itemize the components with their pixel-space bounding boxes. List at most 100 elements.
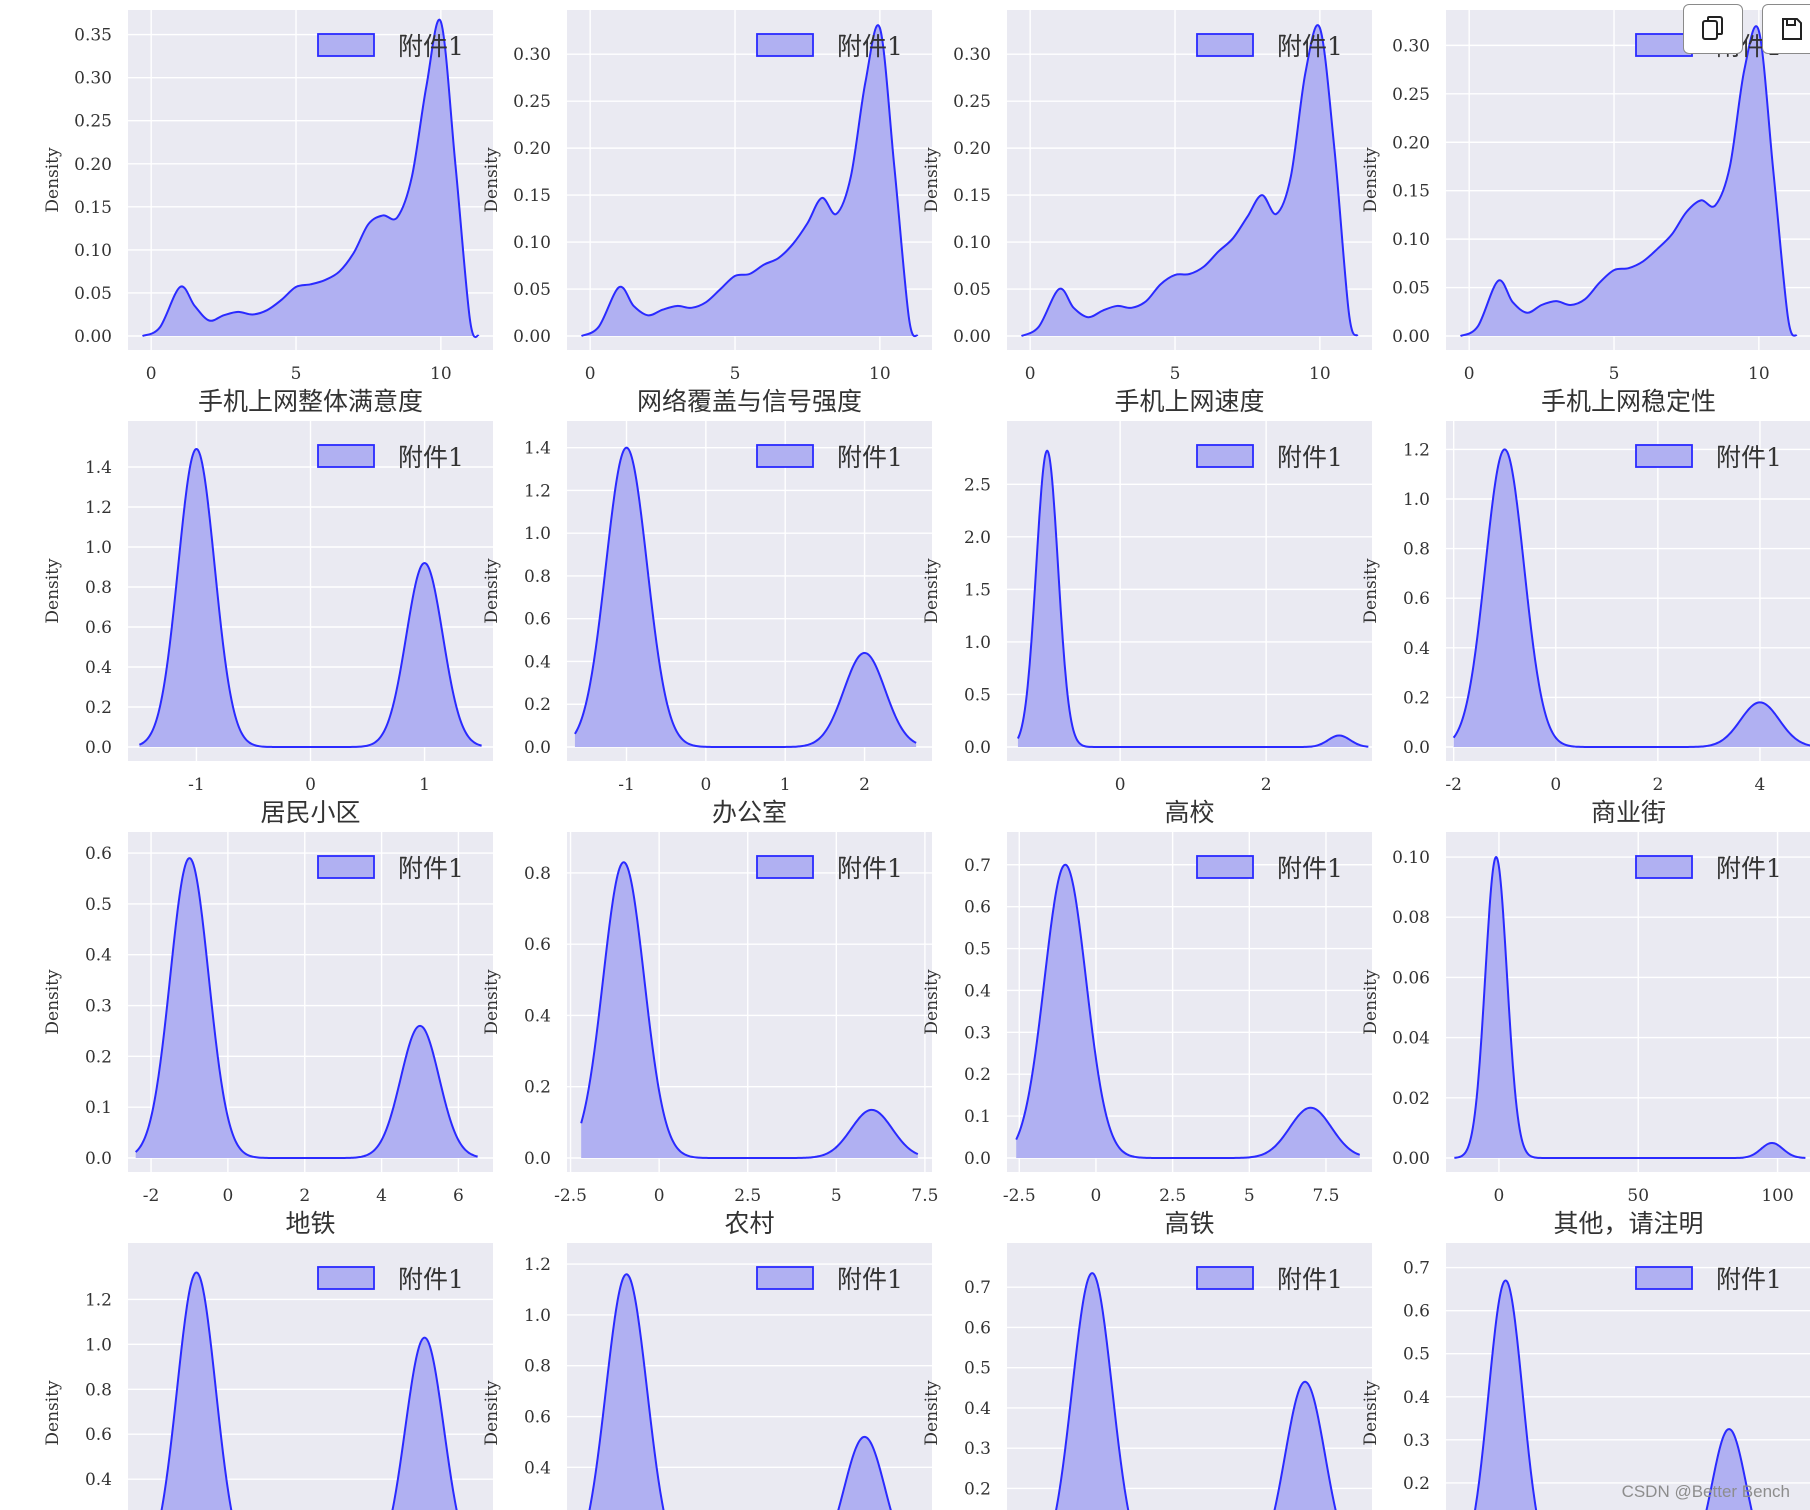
y-tick-label: 0.4 (85, 946, 112, 966)
x-axis-label: 手机上网稳定性 (1541, 387, 1716, 416)
x-tick-label: 0 (1550, 775, 1561, 795)
y-tick-label: 0.0 (85, 1149, 112, 1169)
y-tick-label: 0.00 (1392, 327, 1430, 347)
copy-button[interactable] (1683, 4, 1743, 54)
y-tick-label: 1.2 (1403, 440, 1430, 460)
y-tick-label: 0.3 (964, 1023, 991, 1043)
y-tick-label: 2.0 (964, 528, 991, 548)
x-tick-label: 2.5 (1159, 1186, 1186, 1206)
x-tick-label: -2 (1445, 775, 1462, 795)
x-tick-label: 2 (859, 775, 870, 795)
x-tick-label: 10 (1309, 364, 1331, 384)
density-line (160, 1271, 458, 1510)
density-panel-9: 0.0 0.1 0.2 0.3 0.4 0.5 0.6 -2 0 2 4 6 Density 地铁 附件1 (43, 832, 493, 1238)
density-series (1015, 863, 1361, 1159)
x-tick-label: -1 (618, 775, 635, 795)
x-tick-label: -2 (143, 1186, 160, 1206)
legend-swatch (756, 33, 814, 57)
y-tick-label: 0.1 (85, 1098, 112, 1118)
legend: 附件1 (317, 1265, 464, 1294)
y-axis-label: Density (1361, 969, 1381, 1035)
density-area (142, 19, 479, 338)
x-tick-label: 0 (1025, 364, 1036, 384)
x-tick-label: 10 (869, 364, 891, 384)
density-series (134, 857, 478, 1159)
y-tick-label: 0.4 (85, 1470, 112, 1490)
y-tick-label: 0.5 (85, 895, 112, 915)
y-tick-label: 0.8 (524, 567, 551, 587)
x-tick-label: 0 (305, 775, 316, 795)
y-tick-label: 1.2 (85, 1290, 112, 1310)
y-tick-label: 0.05 (1392, 279, 1430, 299)
y-axis-label: Density (1361, 147, 1381, 213)
save-icon (1782, 18, 1802, 40)
x-tick-label: 5 (730, 364, 741, 384)
x-tick-label: 5 (1244, 1186, 1255, 1206)
density-panel-4: 0.00 0.05 0.10 0.15 0.20 0.25 0.30 0 5 10 Density 手… (1361, 10, 1810, 416)
y-tick-label: 0.2 (1403, 688, 1430, 708)
y-tick-label: 0.15 (74, 198, 112, 218)
y-axis-label: Density (482, 1380, 502, 1446)
density-series (574, 446, 917, 748)
legend: 附件1 (1196, 32, 1343, 61)
y-tick-label: 0.08 (1392, 908, 1430, 928)
y-axis-label: Density (482, 969, 502, 1035)
y-tick-label: 1.2 (85, 498, 112, 518)
x-axis-label: 商业街 (1591, 798, 1666, 827)
x-tick-label: -2.5 (554, 1186, 587, 1206)
y-tick-label: 0.2 (85, 1047, 112, 1067)
y-tick-label: 1.0 (524, 1306, 551, 1326)
y-axis-label: Density (482, 558, 502, 624)
legend-label: 附件1 (837, 854, 903, 883)
y-tick-label: 0.35 (74, 26, 112, 46)
density-series (581, 24, 919, 338)
y-tick-label: 0.8 (85, 578, 112, 598)
y-tick-label: 0.8 (85, 1380, 112, 1400)
x-tick-label: 4 (376, 1186, 387, 1206)
save-button[interactable] (1762, 4, 1810, 54)
y-tick-label: 0.6 (1403, 1302, 1430, 1322)
x-tick-label: 10 (430, 364, 452, 384)
y-tick-label: 1.2 (524, 1255, 551, 1275)
y-tick-label: 1.0 (85, 1335, 112, 1355)
legend-label: 附件1 (1716, 1265, 1782, 1294)
density-area (1016, 864, 1360, 1158)
y-tick-label: 0.4 (524, 1006, 551, 1026)
y-tick-label: 0.4 (85, 658, 112, 678)
y-tick-label: 1.4 (85, 458, 112, 478)
legend: 附件1 (756, 1265, 903, 1294)
density-line (574, 446, 917, 748)
y-tick-label: 0.15 (953, 186, 991, 206)
y-tick-label: 0.7 (964, 1278, 991, 1298)
density-series (1454, 856, 1806, 1159)
x-axis-label: 办公室 (712, 798, 787, 827)
density-panel-8: 0.0 0.2 0.4 0.6 0.8 1.0 1.2 -2 0 2 4 Density 商业街 附件1 (1361, 421, 1810, 827)
x-tick-label: 100 (1761, 1186, 1793, 1206)
x-tick-label: 2 (299, 1186, 310, 1206)
density-panel-14: 0.4 0.6 0.8 1.0 1.2 Density 附件1 (482, 1243, 932, 1510)
y-tick-label: 0.20 (74, 155, 112, 175)
density-panel-6: 0.0 0.2 0.4 0.6 0.8 1.0 1.2 1.4 -1 0 1 2 Density 办公室 附… (482, 421, 932, 827)
y-tick-label: 0.15 (513, 186, 551, 206)
density-area (1017, 450, 1369, 747)
y-tick-label: 0.5 (964, 940, 991, 960)
y-tick-label: 0.2 (524, 1078, 551, 1098)
legend-label: 附件1 (837, 32, 903, 61)
density-panel-11: 0.0 0.1 0.2 0.3 0.4 0.5 0.6 0.7 -2.5 0 2.5 5 7.5 Dens… (922, 832, 1372, 1238)
x-tick-label: 2.5 (734, 1186, 761, 1206)
density-line (1474, 1279, 1753, 1510)
y-tick-label: 0.6 (524, 610, 551, 630)
y-tick-label: 0.30 (513, 45, 551, 65)
density-area (1460, 26, 1797, 337)
y-tick-label: 0.4 (1403, 1388, 1430, 1408)
x-tick-label: 4 (1755, 775, 1766, 795)
y-tick-label: 0.06 (1392, 968, 1430, 988)
x-axis-label: 手机上网速度 (1114, 387, 1264, 416)
density-series (580, 861, 919, 1159)
x-tick-label: -2.5 (1003, 1186, 1036, 1206)
density-panel-12: 0.00 0.02 0.04 0.06 0.08 0.10 0 50 100 Density 其他，… (1361, 832, 1810, 1238)
x-tick-label: 0 (1115, 775, 1126, 795)
x-axis-label: 农村 (724, 1209, 774, 1238)
density-area (139, 449, 482, 747)
y-axis-label: Density (43, 147, 63, 213)
